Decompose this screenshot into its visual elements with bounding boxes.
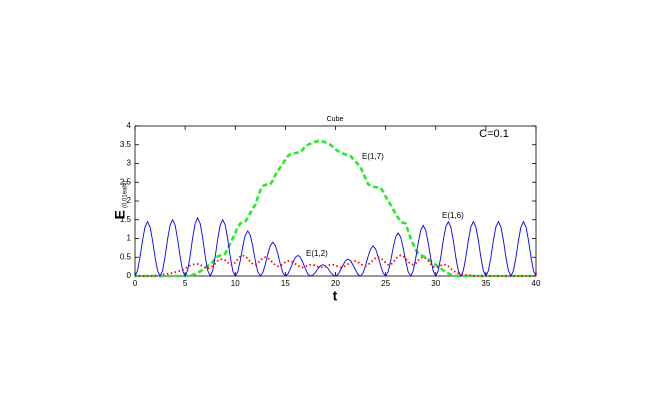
x-tick-label: 10 [231,279,240,288]
x-tick-label: 0 [133,279,138,288]
x-tick-label: 25 [381,279,390,288]
y-tick-label: 3.5 [120,140,132,149]
y-tick-label: 1 [127,234,132,243]
x-tick-label: 40 [532,279,541,288]
y-axis-label-sub: (0.01eaht) [123,181,129,208]
y-tick-label: 3 [127,159,132,168]
y-tick-label: 0.5 [120,252,132,261]
y-tick-label: 0 [127,271,132,280]
x-tick-label: 30 [431,279,440,288]
x-tick-label: 20 [331,279,340,288]
y-tick-label: 2 [127,196,132,205]
x-axis-label: t [333,288,338,304]
series-line [135,139,536,278]
series-label: E(1,7) [362,152,384,161]
plot-frame [134,125,537,277]
y-axis-label: E [112,210,128,219]
annotation: C=0.1 [479,128,509,140]
chart-title: Cube [327,116,344,123]
series-line [135,254,536,277]
y-tick-label: 1.5 [120,215,132,224]
y-tick-label: 2.5 [120,177,132,186]
y-axis-label-group: E (0.01eaht) [112,181,129,220]
y-tick-label: 4 [127,121,132,130]
x-tick-label: 35 [481,279,490,288]
series-label: E(1,6) [442,211,464,220]
x-tick-label: 5 [183,279,188,288]
series-label: E(1,2) [306,249,328,258]
series-line [134,216,537,278]
x-tick-label: 15 [281,279,290,288]
